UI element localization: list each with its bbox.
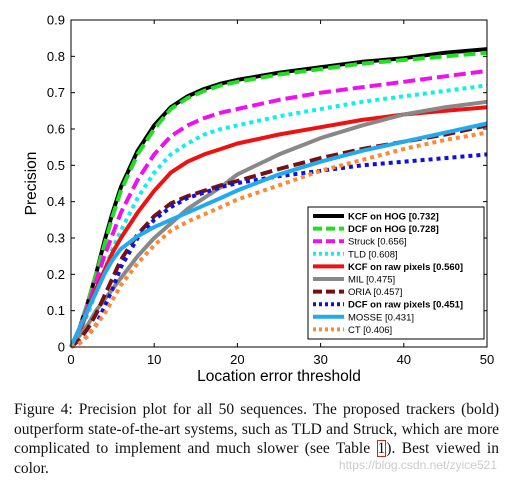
caption-text-start: Figure 4: Precision plot for all 50 sequ… [14,401,499,457]
series-line-7 [69,123,488,349]
y-tick-label: 0.2 [47,267,65,282]
legend-label-10: CT [0.406] [348,325,392,336]
series-line-10 [70,130,488,349]
y-tick-label: 0.8 [47,49,65,64]
x-tick-label: 20 [230,352,244,367]
legend-label-6: MIL [0.475] [348,275,395,286]
y-tick-label: 0.6 [47,122,65,137]
y-tick-label: 0.1 [47,303,65,318]
x-tick-label: 0 [67,352,74,367]
x-tick-label: 30 [313,352,327,367]
figure-caption: Figure 4: Precision plot for all 50 sequ… [14,400,499,478]
precision-plot-figure: 0 10 20 30 40 50 0 0.1 0.2 0.3 0.4 0.5 0.6 0.7 0.8 0.9 L… [23,13,494,386]
legend-label-7: ORIA [0.457] [348,287,402,298]
y-tick-label: 0 [58,340,65,355]
legend-label-9: MOSSE [0.431] [348,312,414,323]
axes-box [70,19,488,348]
table-reference-link[interactable]: 1 [376,440,387,457]
legend-label-2: DCF on HOG [0.728] [348,224,439,235]
legend-label-3: Struck [0.656] [348,237,407,248]
x-tick-label: 50 [480,352,494,367]
legend-label-8: DCF on raw pixels [0.451] [348,300,463,311]
watermark: https://blog.csdn.net/zyice521 [338,458,497,472]
series-line-9 [69,121,488,348]
y-tick-label: 0.3 [47,231,65,246]
legend-label-1: KCF on HOG [0.732] [348,212,439,223]
legend-label-4: TLD [0.608] [348,249,398,260]
series-line-4 [69,83,488,348]
x-tick-label: 10 [147,352,161,367]
y-tick-label: 0.9 [47,13,65,28]
legend-label-5: KCF on raw pixels [0.560] [348,262,463,273]
x-axis-label: Location error threshold [197,368,361,385]
caption-text-end: ). Best viewed in color. [14,440,499,477]
series-line-2 [69,50,488,348]
y-tick-label: 0.4 [47,194,65,209]
x-tick-label: 40 [397,352,411,367]
y-tick-label: 0.5 [47,158,65,173]
precision-plot: 0 10 20 30 40 50 0 0.1 0.2 0.3 0.4 0.5 0.6 0.7 0.8 0.9 L… [23,13,494,386]
series-line-8 [70,152,488,349]
y-axis-label: Precision [23,152,40,216]
series-line-3 [69,68,488,348]
y-tick-label: 0.7 [47,85,65,100]
